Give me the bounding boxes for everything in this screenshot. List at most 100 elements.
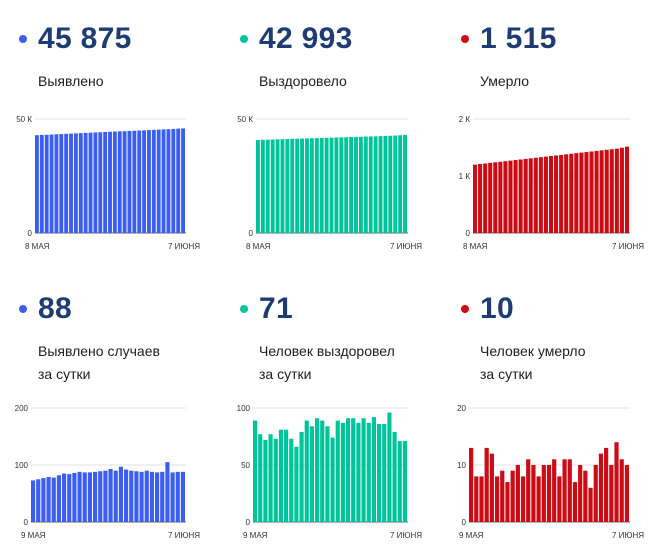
bar[interactable] xyxy=(515,465,520,522)
bar[interactable] xyxy=(309,426,314,522)
bar[interactable] xyxy=(275,139,280,233)
bar[interactable] xyxy=(73,133,78,233)
bar[interactable] xyxy=(124,469,129,522)
bar[interactable] xyxy=(366,422,371,522)
bar[interactable] xyxy=(604,149,609,233)
bar[interactable] xyxy=(93,132,98,233)
bar[interactable] xyxy=(290,138,295,233)
bar[interactable] xyxy=(483,163,488,233)
bar[interactable] xyxy=(510,470,515,522)
bar[interactable] xyxy=(579,152,584,233)
bar[interactable] xyxy=(541,465,546,522)
bar[interactable] xyxy=(594,150,599,233)
bar[interactable] xyxy=(363,136,368,233)
bar[interactable] xyxy=(64,133,69,233)
bar[interactable] xyxy=(87,472,92,522)
bar[interactable] xyxy=(265,139,270,233)
bar[interactable] xyxy=(268,434,273,522)
bar[interactable] xyxy=(278,429,283,522)
bar[interactable] xyxy=(112,131,117,233)
bar[interactable] xyxy=(598,453,604,522)
bar[interactable] xyxy=(149,471,154,522)
bar[interactable] xyxy=(377,423,382,522)
bar[interactable] xyxy=(531,465,536,522)
bar[interactable] xyxy=(118,466,123,522)
bar[interactable] xyxy=(41,478,46,522)
bar[interactable] xyxy=(393,135,398,233)
bar[interactable] xyxy=(354,136,358,233)
bar[interactable] xyxy=(554,155,559,233)
bar[interactable] xyxy=(77,471,82,522)
bar[interactable] xyxy=(46,476,51,522)
bar[interactable] xyxy=(304,420,309,522)
bar[interactable] xyxy=(498,161,503,233)
bar[interactable] xyxy=(593,465,598,522)
bar[interactable] xyxy=(500,470,505,522)
bar[interactable] xyxy=(59,134,64,233)
bar[interactable] xyxy=(473,164,478,233)
bar[interactable] xyxy=(160,471,165,522)
bar[interactable] xyxy=(349,137,354,233)
bar[interactable] xyxy=(528,158,533,233)
bar[interactable] xyxy=(314,138,319,233)
bar[interactable] xyxy=(614,148,619,233)
bar[interactable] xyxy=(508,160,513,233)
bar[interactable] xyxy=(51,477,56,522)
bar[interactable] xyxy=(358,136,363,233)
bar[interactable] xyxy=(378,136,383,233)
bar[interactable] xyxy=(258,434,263,522)
bar[interactable] xyxy=(624,146,629,233)
bar[interactable] xyxy=(494,476,500,522)
bar[interactable] xyxy=(309,138,314,233)
bar[interactable] xyxy=(285,139,290,233)
bar[interactable] xyxy=(137,130,142,233)
bar[interactable] xyxy=(127,130,132,233)
bar[interactable] xyxy=(108,468,113,522)
bar[interactable] xyxy=(520,476,526,522)
bar[interactable] xyxy=(171,128,176,233)
bar[interactable] xyxy=(98,132,103,233)
bar[interactable] xyxy=(351,418,356,522)
bar[interactable] xyxy=(339,137,344,233)
bar[interactable] xyxy=(536,476,541,522)
bar[interactable] xyxy=(161,129,166,233)
bar[interactable] xyxy=(572,482,578,522)
bar[interactable] xyxy=(253,420,258,522)
bar[interactable] xyxy=(108,131,112,233)
bar[interactable] xyxy=(346,418,351,522)
bar[interactable] xyxy=(142,130,147,233)
bar[interactable] xyxy=(320,420,325,522)
bar[interactable] xyxy=(609,465,614,522)
bar[interactable] xyxy=(584,152,589,233)
bar[interactable] xyxy=(263,439,268,522)
bar[interactable] xyxy=(319,137,324,233)
bar[interactable] xyxy=(474,476,479,522)
bar[interactable] xyxy=(284,429,289,522)
bar[interactable] xyxy=(619,459,624,522)
bar[interactable] xyxy=(300,138,305,233)
bar[interactable] xyxy=(139,471,144,522)
bar[interactable] xyxy=(398,135,403,233)
bar[interactable] xyxy=(505,482,510,522)
bar[interactable] xyxy=(175,471,180,522)
bar[interactable] xyxy=(562,459,567,522)
bar[interactable] xyxy=(165,462,170,522)
bar[interactable] xyxy=(383,135,388,233)
bar[interactable] xyxy=(324,137,329,233)
bar[interactable] xyxy=(62,473,67,522)
bar[interactable] xyxy=(559,154,564,233)
bar[interactable] xyxy=(117,131,122,233)
bar[interactable] xyxy=(260,139,265,233)
bar[interactable] xyxy=(134,471,139,522)
bar[interactable] xyxy=(548,156,554,233)
bar[interactable] xyxy=(36,479,41,522)
bar[interactable] xyxy=(569,153,574,233)
bar[interactable] xyxy=(344,137,349,233)
bar[interactable] xyxy=(484,447,489,522)
bar[interactable] xyxy=(180,471,185,522)
bar[interactable] xyxy=(273,438,278,522)
bar[interactable] xyxy=(88,132,93,233)
bar[interactable] xyxy=(589,151,594,233)
bar[interactable] xyxy=(129,470,134,522)
bar[interactable] xyxy=(469,447,474,522)
